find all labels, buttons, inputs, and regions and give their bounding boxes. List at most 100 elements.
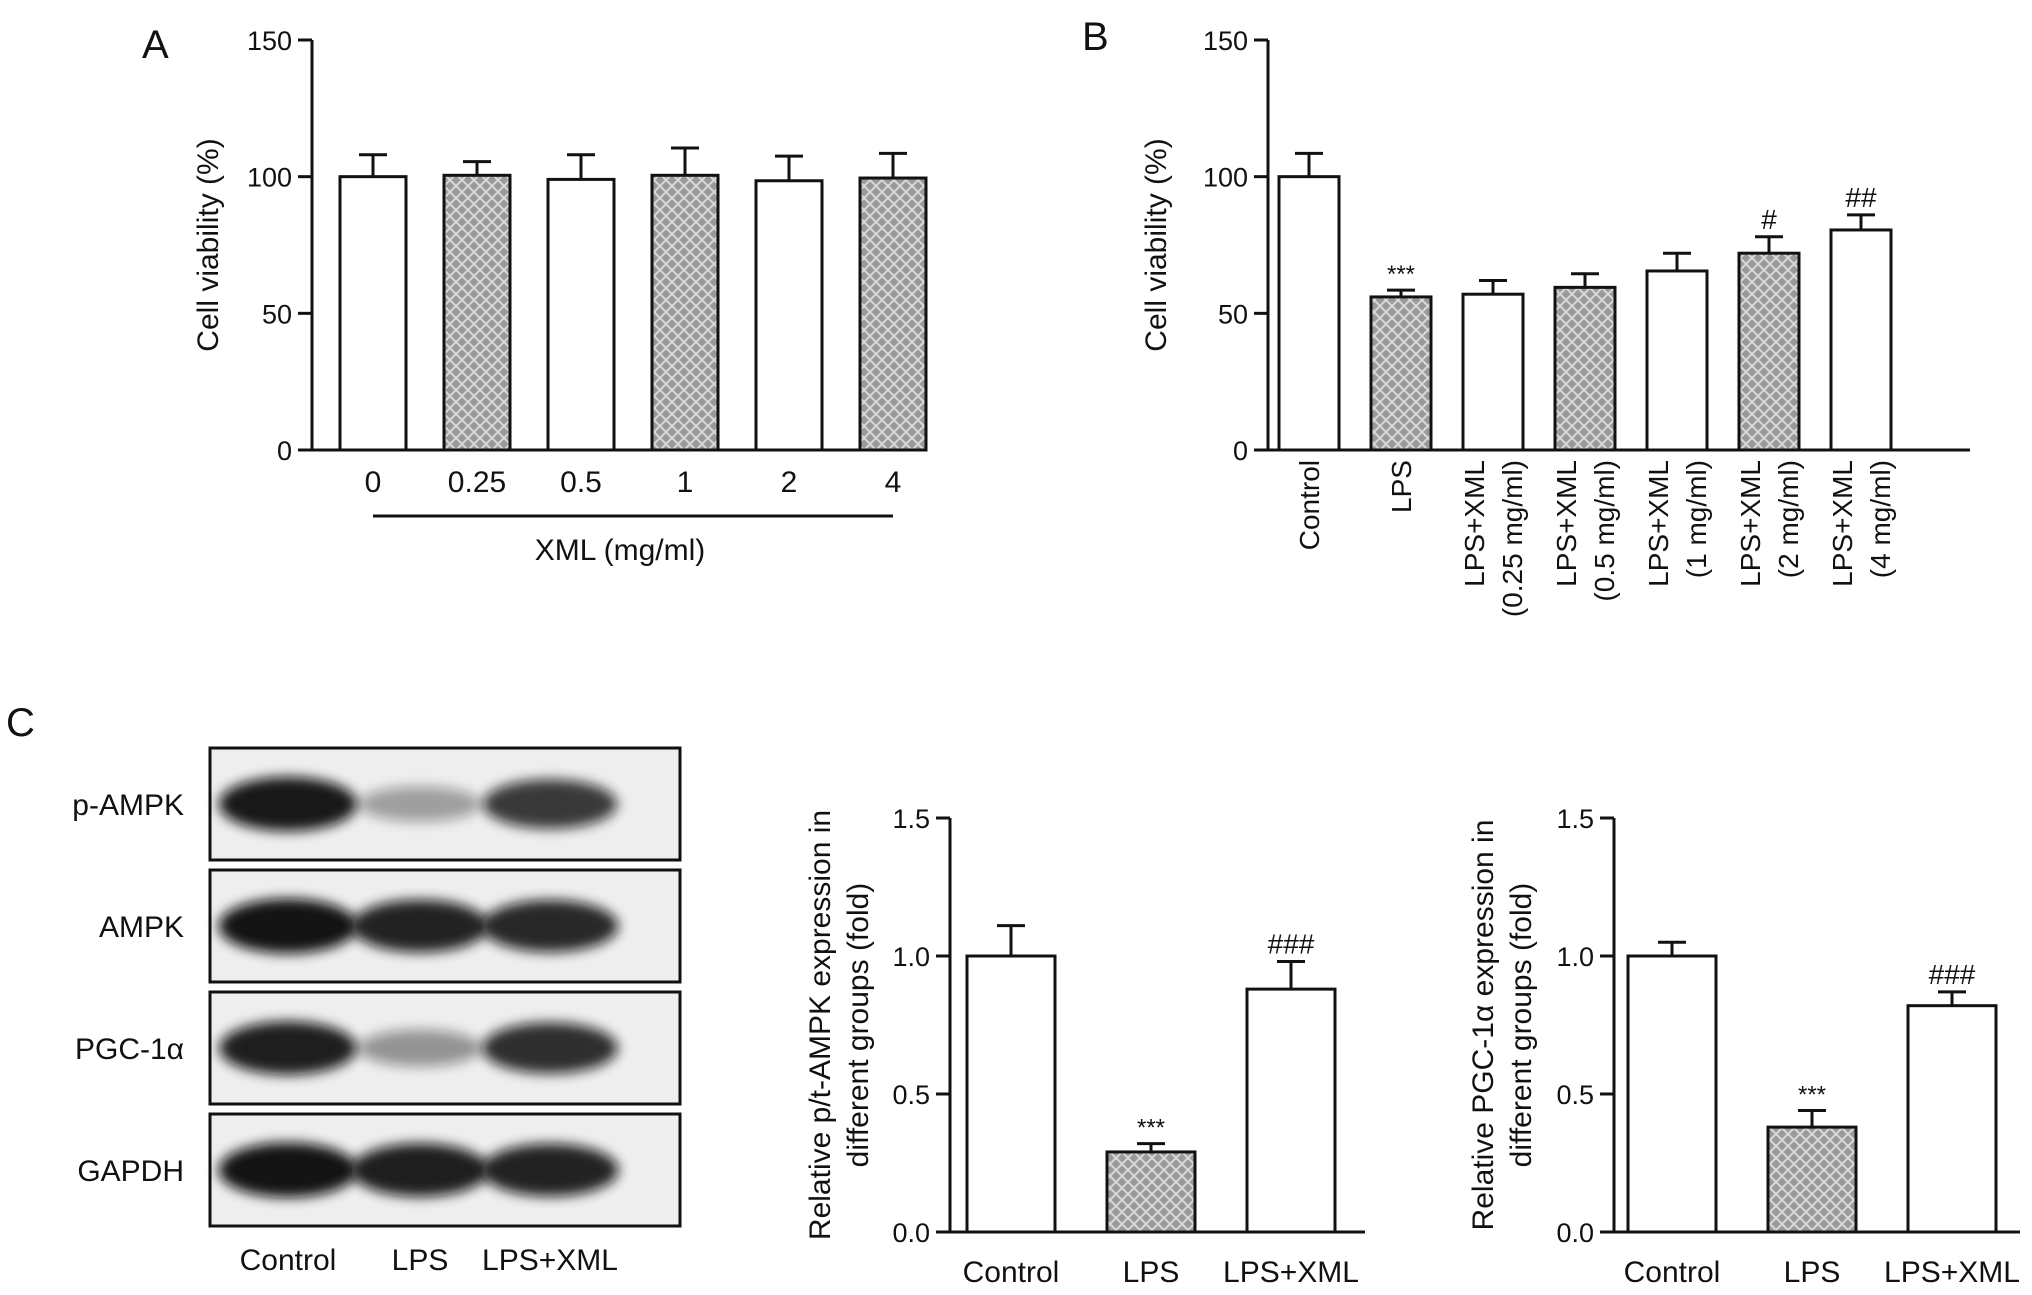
bar — [1766, 1125, 1858, 1234]
y-tick-label: 1.5 — [1556, 804, 1594, 834]
bar — [442, 173, 512, 452]
blot-band — [219, 1021, 357, 1075]
y-tick-label: 100 — [1203, 163, 1248, 193]
category-label: (0.5 mg/ml) — [1589, 460, 1620, 602]
category-label: LPS — [1784, 1256, 1841, 1289]
bar — [1829, 228, 1893, 452]
y-tick-label: 0.5 — [892, 1080, 930, 1110]
blot-lane-label: LPS — [392, 1244, 449, 1277]
significance-label: ### — [1929, 959, 1976, 990]
category-label: LPS — [1386, 460, 1417, 513]
blot-row-label: PGC-1α — [75, 1033, 184, 1066]
chart-a-viability-dose: 0 50 100 150 Cell viability (%) 0 0.25 0.5 1 2 4 XM… — [192, 26, 928, 567]
blot-band — [481, 1143, 619, 1197]
category-label: Control — [963, 1256, 1060, 1289]
category-label: LPS+XML — [1643, 460, 1674, 587]
bar — [1369, 295, 1433, 452]
significance-label: ## — [1845, 182, 1877, 213]
blot-band — [351, 1143, 489, 1197]
y-tick-label: 100 — [247, 163, 292, 193]
y-tick-label: 150 — [1203, 26, 1248, 56]
panel-label-a: A — [142, 23, 169, 67]
y-tick-label: 0.0 — [892, 1218, 930, 1248]
blot-row-label: GAPDH — [77, 1155, 184, 1188]
chart-b-viability-lps: 0 50 100 150 Cell viability (%) Control *** LPS… — [1140, 26, 1970, 617]
category-label: Control — [1624, 1256, 1721, 1289]
bar — [1626, 954, 1718, 1234]
blot-band — [481, 899, 619, 953]
blot-band — [359, 786, 481, 822]
y-tick-label: 0.5 — [1556, 1080, 1594, 1110]
significance-label: *** — [1137, 1115, 1165, 1142]
bar — [858, 176, 928, 452]
significance-label: # — [1761, 204, 1777, 235]
y-axis-label: Relative PGC-1α expression in — [1467, 820, 1500, 1231]
blot-lane-label: Control — [240, 1244, 337, 1277]
category-label: LPS+XML — [1551, 460, 1582, 587]
blot-band — [358, 1029, 482, 1067]
category-label: (4 mg/ml) — [1865, 460, 1896, 578]
bar — [1277, 175, 1341, 452]
y-axis-label: different groups (fold) — [1505, 883, 1538, 1168]
blot-band — [218, 898, 358, 954]
category-label: LPS — [1123, 1256, 1180, 1289]
bar — [965, 954, 1057, 1234]
blot-band — [351, 899, 489, 953]
bar — [754, 179, 824, 452]
category-label: (0.25 mg/ml) — [1497, 460, 1528, 617]
chart-c-pgc1a: 0.0 0.5 1.0 1.5 Relative PGC-1α expression i… — [1467, 804, 2020, 1289]
category-label: 0.25 — [448, 466, 506, 499]
y-tick-label: 1.0 — [892, 942, 930, 972]
category-label: LPS+XML — [1459, 460, 1490, 587]
blot-lane-label: LPS+XML — [482, 1244, 618, 1277]
bar — [1645, 269, 1709, 452]
y-tick-label: 1.5 — [892, 804, 930, 834]
category-label: 0 — [365, 466, 382, 499]
bar — [546, 177, 616, 452]
category-label: (2 mg/ml) — [1773, 460, 1804, 578]
y-tick-label: 1.0 — [1556, 942, 1594, 972]
y-tick-label: 50 — [262, 299, 292, 329]
bar — [1245, 987, 1337, 1234]
bar — [1737, 251, 1801, 452]
western-blot-panel: p-AMPK AMPK PGC-1α GAPDH Control LPS LPS+XML — [72, 746, 682, 1277]
bar — [1461, 292, 1525, 452]
y-tick-label: 0.0 — [1556, 1218, 1594, 1248]
y-axis-label: Relative p/t-AMPK expression in — [804, 810, 837, 1240]
blot-row-label: AMPK — [99, 911, 184, 944]
chart-c-ampk-ratio: 0.0 0.5 1.0 1.5 Relative p/t-AMPK expression… — [804, 804, 1365, 1289]
significance-label: *** — [1387, 261, 1415, 288]
blot-row-label: p-AMPK — [72, 789, 184, 822]
y-tick-label: 0 — [277, 436, 292, 466]
bar — [1105, 1150, 1197, 1234]
significance-label: *** — [1798, 1082, 1826, 1109]
category-label: LPS+XML — [1735, 460, 1766, 587]
category-label: LPS+XML — [1827, 460, 1858, 587]
category-label: LPS+XML — [1884, 1256, 2020, 1289]
blot-band — [218, 1142, 358, 1198]
significance-label: ### — [1268, 929, 1315, 960]
blot-band — [482, 1022, 618, 1074]
x-axis-label: XML (mg/ml) — [535, 534, 706, 567]
category-label: 4 — [885, 466, 902, 499]
category-label: Control — [1294, 460, 1325, 550]
blot-band — [218, 776, 358, 832]
y-tick-label: 0 — [1233, 436, 1248, 466]
bar — [338, 175, 408, 452]
category-label: 2 — [781, 466, 798, 499]
category-label: 1 — [677, 466, 694, 499]
panel-label-c: C — [6, 701, 35, 745]
bar — [1906, 1004, 1998, 1234]
y-tick-label: 150 — [247, 26, 292, 56]
blot-band — [482, 779, 618, 829]
category-label: 0.5 — [560, 466, 602, 499]
y-tick-label: 50 — [1218, 299, 1248, 329]
y-axis-label: Cell viability (%) — [192, 138, 225, 351]
panel-label-b: B — [1082, 15, 1109, 59]
bar — [1553, 285, 1617, 452]
bar — [650, 173, 720, 452]
y-axis-label: different groups (fold) — [842, 883, 875, 1168]
y-axis-label: Cell viability (%) — [1140, 138, 1173, 351]
category-label: (1 mg/ml) — [1681, 460, 1712, 578]
